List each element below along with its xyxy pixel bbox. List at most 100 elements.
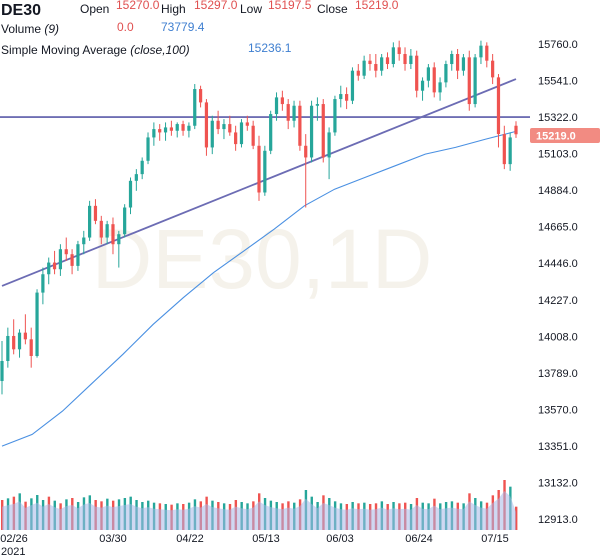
candle — [368, 54, 372, 71]
candle — [41, 267, 45, 305]
candle — [409, 49, 413, 70]
candle — [263, 145, 267, 196]
candle — [70, 249, 74, 275]
candle-body — [362, 60, 366, 76]
candle — [339, 85, 343, 108]
watermark-text: DE30,1D — [92, 212, 433, 306]
candle — [350, 67, 355, 105]
candle-body — [274, 97, 279, 115]
candle-body — [158, 129, 162, 133]
candle — [175, 122, 179, 138]
price-tick-label: 15322.0 — [538, 112, 578, 124]
candle — [99, 215, 103, 245]
candle — [105, 220, 109, 245]
candle — [269, 110, 273, 155]
candle-body — [508, 137, 512, 165]
price-tick-label: 13351.0 — [538, 441, 578, 453]
candle-body — [356, 70, 360, 76]
candle — [146, 132, 150, 165]
sma-value: 15236.1 — [248, 41, 292, 55]
candle — [461, 54, 466, 76]
candle — [508, 132, 512, 171]
candle-body — [444, 64, 448, 83]
candle — [514, 121, 518, 138]
price-tag-value: 15219.0 — [536, 131, 576, 143]
candle — [327, 127, 331, 180]
candle-body — [17, 332, 22, 350]
price-tick-label: 14227.0 — [538, 295, 578, 307]
candle — [35, 289, 39, 358]
open-label: Open — [80, 2, 109, 16]
candle-body — [333, 99, 337, 133]
time-tick-label: 06/24 — [405, 533, 433, 545]
candle-body — [321, 104, 325, 158]
candle — [123, 204, 127, 238]
candle-body — [461, 57, 466, 71]
candle — [228, 115, 232, 136]
candle-body — [496, 77, 501, 135]
candle — [82, 230, 86, 255]
candle-body — [82, 237, 86, 245]
time-axis[interactable]: 02/26 03/30 04/22 05/13 06/03 06/24 07/15 2021 — [0, 533, 509, 558]
candle-body — [134, 174, 138, 181]
candle-body — [339, 94, 343, 100]
candle-body — [234, 132, 238, 145]
candle-body — [391, 47, 395, 65]
candle — [111, 217, 115, 255]
high-label: High — [161, 2, 186, 16]
candle — [76, 240, 80, 271]
candle-body — [163, 127, 168, 133]
candle-body — [432, 67, 436, 93]
symbol-title: DE30 — [1, 2, 41, 19]
candle-body — [146, 137, 150, 161]
price-tick-label: 13789.0 — [538, 368, 578, 380]
candle-body — [222, 124, 226, 130]
candle — [479, 40, 483, 65]
volume-value-2: 73779.4 — [161, 20, 205, 34]
candle — [128, 177, 133, 215]
candle — [502, 125, 506, 170]
year-label: 2021 — [1, 546, 25, 558]
candle-body — [23, 332, 27, 340]
candle-body — [64, 249, 68, 255]
candle-body — [58, 249, 63, 270]
candle-body — [198, 89, 203, 103]
candle-body — [187, 125, 191, 131]
sma-label: Simple Moving Average (close,100) — [1, 43, 190, 57]
candle-body — [47, 262, 51, 275]
price-tick-label: 15760.0 — [538, 39, 578, 51]
candle-body — [467, 57, 471, 105]
candle-body — [76, 244, 80, 266]
candle-body — [216, 120, 220, 130]
candle — [239, 119, 244, 148]
candle — [64, 237, 68, 261]
time-tick-label: 04/22 — [176, 533, 204, 545]
candle — [315, 97, 320, 121]
candle — [23, 314, 27, 345]
candle — [6, 327, 10, 368]
candle-body — [169, 127, 173, 131]
candle — [356, 64, 360, 81]
candle-body — [368, 60, 372, 65]
candle — [374, 54, 378, 78]
candle-body — [450, 54, 454, 65]
candle — [491, 54, 495, 85]
candle-body — [473, 57, 477, 105]
candle — [12, 319, 16, 355]
candle-body — [257, 145, 261, 193]
candle — [204, 99, 209, 156]
candle — [169, 120, 173, 136]
candle — [152, 122, 156, 146]
candle-body — [280, 97, 284, 105]
candle — [140, 157, 144, 180]
high-value: 15297.0 — [194, 0, 238, 12]
candle-body — [117, 234, 121, 245]
candle-body — [380, 57, 384, 71]
candle-body — [210, 120, 214, 148]
candle — [58, 244, 63, 276]
candle-body — [88, 205, 92, 238]
candle-body — [239, 122, 244, 145]
volume-bar — [515, 506, 518, 530]
price-axis[interactable]: 15760.0 15541.0 15322.0 15103.0 14884.0 14665… — [538, 39, 578, 526]
